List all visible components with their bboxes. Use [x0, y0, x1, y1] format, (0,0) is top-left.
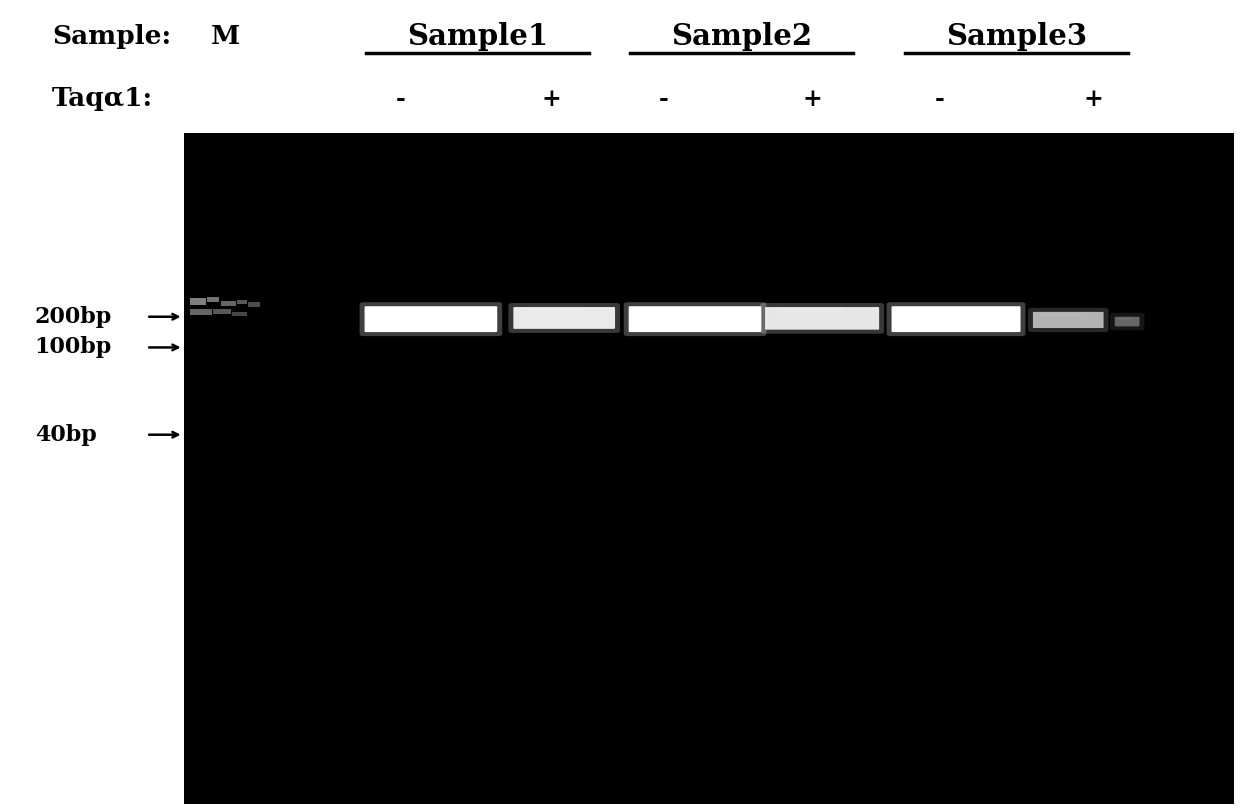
- Bar: [642, 309, 720, 314]
- Text: 40bp: 40bp: [35, 423, 97, 446]
- FancyBboxPatch shape: [508, 303, 620, 333]
- Text: +: +: [542, 86, 562, 111]
- FancyBboxPatch shape: [1115, 317, 1140, 326]
- Text: M: M: [211, 24, 241, 48]
- Bar: [190, 298, 206, 305]
- Text: -: -: [396, 86, 405, 111]
- Bar: [213, 309, 231, 314]
- FancyBboxPatch shape: [365, 306, 497, 332]
- Text: -: -: [658, 86, 668, 111]
- Text: Sample3: Sample3: [946, 22, 1087, 51]
- Bar: [1040, 314, 1081, 317]
- Bar: [232, 312, 247, 316]
- FancyBboxPatch shape: [887, 302, 1025, 336]
- Text: Taqα1:: Taqα1:: [52, 86, 154, 111]
- Bar: [221, 301, 236, 306]
- Text: 200bp: 200bp: [35, 305, 112, 328]
- FancyBboxPatch shape: [360, 302, 502, 336]
- Text: +: +: [802, 86, 822, 111]
- Bar: [190, 309, 212, 315]
- Bar: [525, 309, 584, 313]
- Bar: [248, 302, 260, 307]
- Bar: [905, 309, 981, 314]
- Text: 100bp: 100bp: [35, 336, 112, 359]
- FancyBboxPatch shape: [1110, 313, 1145, 330]
- Bar: [207, 297, 219, 302]
- FancyBboxPatch shape: [892, 306, 1021, 332]
- FancyBboxPatch shape: [760, 303, 884, 334]
- Bar: [237, 300, 247, 304]
- FancyBboxPatch shape: [1028, 308, 1109, 332]
- FancyBboxPatch shape: [629, 306, 761, 332]
- Text: Sample2: Sample2: [671, 22, 812, 51]
- FancyBboxPatch shape: [765, 307, 879, 330]
- Text: Sample:: Sample:: [52, 24, 171, 48]
- Bar: [379, 309, 456, 314]
- FancyBboxPatch shape: [624, 302, 766, 336]
- Bar: [777, 309, 844, 314]
- FancyBboxPatch shape: [513, 307, 615, 329]
- Bar: [1118, 318, 1132, 320]
- FancyBboxPatch shape: [1033, 312, 1104, 328]
- Bar: [184, 133, 1234, 804]
- Text: -: -: [935, 86, 945, 111]
- Text: +: +: [1084, 86, 1104, 111]
- Text: Sample1: Sample1: [407, 22, 548, 51]
